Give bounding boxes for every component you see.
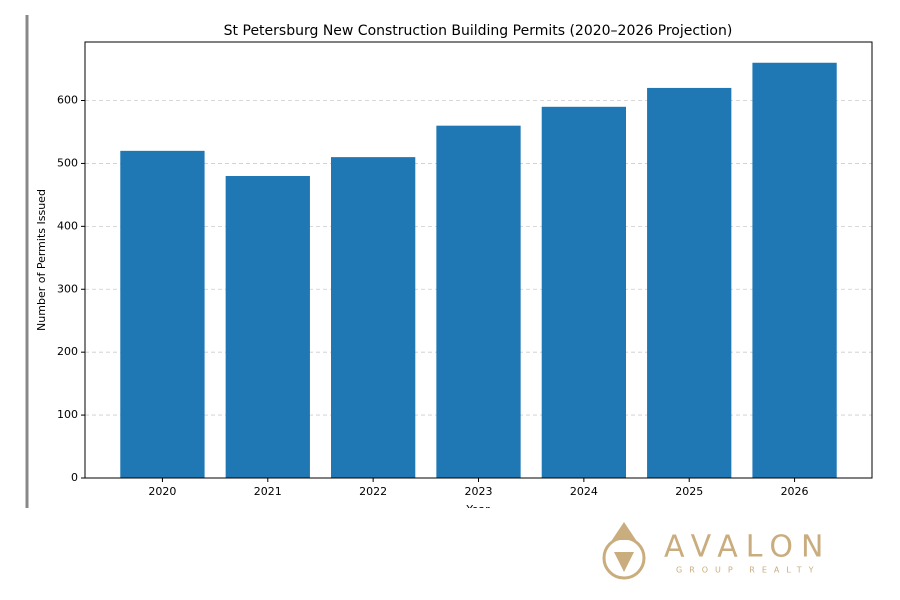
y-tick-label: 200 — [57, 345, 78, 358]
x-tick-label: 2026 — [781, 485, 809, 498]
bar — [541, 106, 626, 478]
y-tick-label: 300 — [57, 282, 78, 295]
y-axis-label: Number of Permits Issued — [35, 189, 48, 331]
bar — [225, 176, 310, 478]
y-tick-label: 0 — [71, 471, 78, 484]
x-tick-label: 2021 — [254, 485, 282, 498]
x-tick-label: 2024 — [570, 485, 598, 498]
y-tick-label: 400 — [57, 219, 78, 232]
logo-emblem — [612, 522, 636, 572]
plot: St Petersburg New Construction Building … — [35, 23, 873, 516]
logo-name: AVALON — [664, 530, 831, 565]
x-tick-label: 2020 — [148, 485, 176, 498]
x-axis-label: Year — [465, 503, 490, 516]
logo-tagline: GROUP REALTY — [676, 566, 821, 575]
plot-frame — [84, 41, 873, 479]
bar — [647, 87, 732, 478]
logo: AVALON GROUP REALTY — [602, 522, 831, 580]
chart-title: St Petersburg New Construction Building … — [224, 23, 733, 39]
y-tick-label: 600 — [57, 94, 78, 107]
y-tick-label: 500 — [57, 156, 78, 169]
x-tick-label: 2023 — [465, 485, 493, 498]
x-tick-label: 2025 — [675, 485, 703, 498]
x-tick-label: 2022 — [359, 485, 387, 498]
y-tick-label: 100 — [57, 408, 78, 421]
bar — [436, 125, 521, 479]
bar — [752, 62, 837, 479]
bar — [120, 150, 205, 478]
bar — [331, 157, 416, 478]
